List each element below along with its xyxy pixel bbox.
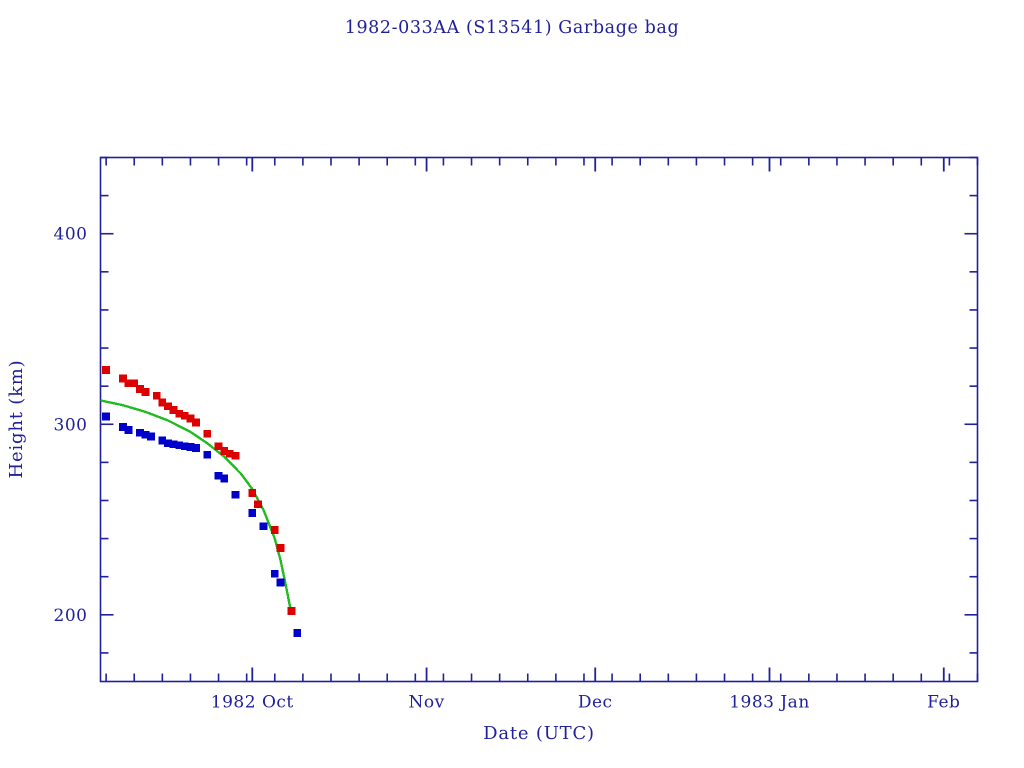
x-axis-tick-labels: 1982 Oct Nov Dec 1983 Jan Feb	[211, 693, 960, 713]
perigee-data-point	[102, 412, 111, 421]
x-tick-label: Feb	[927, 693, 960, 713]
perigee-data-point	[293, 629, 302, 637]
perigee-data-point	[276, 578, 285, 587]
perigee-data-point	[270, 569, 279, 578]
series-apogee-points	[102, 366, 296, 615]
perigee-data-point	[231, 490, 240, 499]
perigee-data-point	[203, 450, 212, 459]
apogee-data-point	[254, 500, 262, 509]
y-tick-label: 200	[54, 606, 88, 626]
y-axis-ticks	[100, 156, 978, 654]
perigee-data-point	[192, 444, 200, 452]
apogee-data-point	[102, 366, 111, 374]
apogee-data-point	[270, 526, 279, 534]
y-tick-label: 300	[54, 415, 88, 435]
mean-height-curve	[100, 399, 293, 616]
chart-title: 1982-033AA (S13541) Garbage bag	[344, 18, 680, 38]
x-tick-label: Dec	[578, 693, 613, 713]
perigee-data-point	[259, 522, 268, 531]
apogee-data-point	[276, 544, 285, 553]
apogee-data-point	[141, 387, 150, 396]
y-axis-tick-labels: 200 300 400	[54, 225, 88, 626]
apogee-data-point	[248, 488, 257, 497]
apogee-data-point	[287, 607, 296, 615]
x-tick-label: 1983 Jan	[729, 693, 810, 713]
series-mean-height-curve	[100, 399, 293, 616]
apogee-data-point	[203, 429, 212, 438]
x-tick-label: 1982 Oct	[211, 693, 294, 713]
apogee-data-point	[214, 442, 223, 451]
perigee-data-point	[220, 474, 229, 483]
perigee-data-point	[124, 426, 133, 434]
perigee-data-point	[147, 432, 156, 441]
x-axis-title: Date (UTC)	[483, 723, 595, 744]
x-axis-ticks	[105, 157, 979, 682]
x-tick-label: Nov	[408, 693, 444, 713]
apogee-data-point	[119, 374, 127, 383]
apogee-data-point	[152, 391, 161, 400]
apogee-data-point	[192, 418, 200, 427]
perigee-data-point	[248, 508, 257, 517]
y-axis-title: Height (km)	[6, 360, 27, 479]
apogee-data-point	[231, 451, 240, 460]
y-tick-label: 400	[54, 225, 88, 245]
apogee-data-point	[130, 379, 139, 388]
plot-frame	[99, 156, 979, 683]
series-perigee-points	[102, 412, 302, 637]
